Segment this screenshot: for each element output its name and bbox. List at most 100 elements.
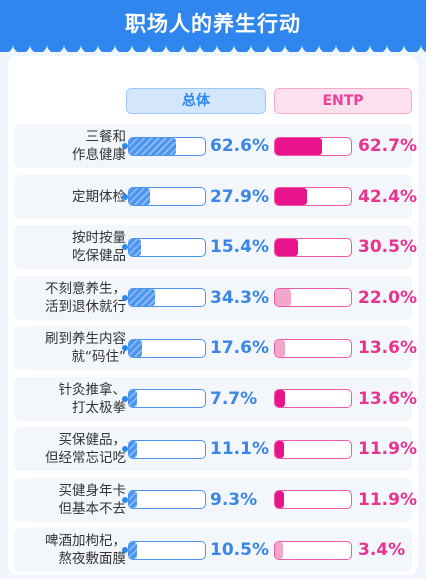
category-label: 按时按量 吃保健品 <box>72 230 126 264</box>
scallop-bump <box>64 36 81 52</box>
scallop-bump <box>30 36 47 52</box>
bar-total-fill <box>129 137 176 155</box>
bar-entp-fill <box>275 491 284 508</box>
scallop-bump <box>268 36 285 52</box>
scallop-bump <box>81 36 98 52</box>
scallop-bump <box>336 36 353 52</box>
scallop-bump <box>217 36 234 52</box>
bar-entp-fill <box>275 440 284 458</box>
scallop-bump <box>0 36 13 52</box>
category-label: 刷到养生内容 就“码住” <box>45 331 126 365</box>
value-label-total: 62.6% <box>210 136 269 156</box>
bar-entp-fill <box>275 137 322 155</box>
bar-entp-fill <box>275 188 307 205</box>
value-label-total: 9.3% <box>210 489 258 510</box>
bar-total-fill <box>129 188 150 205</box>
value-label-entp: 3.4% <box>358 540 406 560</box>
legend-series-entp: ENTP <box>274 88 412 114</box>
scallop-bump <box>302 36 319 52</box>
bar-entp <box>274 288 352 307</box>
bar-marker-dot <box>122 244 128 250</box>
bar-total <box>128 187 206 206</box>
bar-total-fill <box>129 541 137 559</box>
scallop-bump <box>404 36 421 52</box>
bar-entp-fill <box>275 289 292 306</box>
bar-total <box>128 389 206 408</box>
bar-total-fill <box>129 238 141 256</box>
bar-entp-fill <box>275 390 286 407</box>
scallop-bump <box>166 36 183 52</box>
scallop-bump <box>115 36 132 52</box>
value-label-entp: 11.9% <box>358 439 417 459</box>
value-label-total: 10.5% <box>210 540 269 560</box>
category-label: 啤酒加枸杞， 熬夜敷面膜 <box>45 533 126 567</box>
bar-entp <box>274 338 352 358</box>
scallop-bump <box>319 36 336 52</box>
bar-marker-dot <box>122 547 128 553</box>
value-label-entp: 13.6% <box>358 338 417 358</box>
value-label-total: 11.1% <box>210 439 269 459</box>
bar-marker-dot <box>122 496 128 503</box>
bar-total-fill <box>129 339 143 357</box>
value-label-total: 15.4% <box>210 237 269 257</box>
category-label: 定期体检 <box>72 188 126 205</box>
bar-entp <box>274 439 352 459</box>
value-label-total: 34.3% <box>210 287 269 308</box>
scallop-bump <box>47 36 64 52</box>
bar-total-fill <box>129 390 137 407</box>
scallop-bump <box>149 36 166 52</box>
scallop-bump <box>421 36 426 52</box>
bar-entp <box>274 540 352 560</box>
value-label-total: 27.9% <box>210 186 269 207</box>
bar-total <box>128 288 206 307</box>
bar-entp <box>274 187 352 206</box>
value-label-entp: 62.7% <box>358 136 417 156</box>
scallop-bump <box>200 36 217 52</box>
value-label-entp: 22.0% <box>358 287 417 308</box>
bar-total-fill <box>129 289 155 306</box>
scallop-bump <box>183 36 200 52</box>
bar-marker-dot <box>122 395 128 402</box>
category-label: 三餐和 作息健康 <box>72 129 126 163</box>
bar-total <box>128 439 206 459</box>
bar-entp-fill <box>275 339 286 357</box>
bar-entp <box>274 490 352 509</box>
bar-entp-fill <box>275 238 298 256</box>
scallop-bump <box>98 36 115 52</box>
bar-entp-fill <box>275 541 283 559</box>
value-label-entp: 11.9% <box>358 489 417 510</box>
scallop-bump <box>353 36 370 52</box>
bar-marker-dot <box>122 294 128 301</box>
value-label-entp: 13.6% <box>358 388 417 409</box>
scallop-bump <box>285 36 302 52</box>
scallop-bump <box>251 36 268 52</box>
legend-series-total: 总体 <box>126 88 266 114</box>
category-label: 针灸推拿、 打太极拳 <box>58 381 127 416</box>
scallop-bump <box>370 36 387 52</box>
scallop-bump <box>132 36 149 52</box>
bar-total-fill <box>129 440 138 458</box>
bar-marker-dot <box>122 446 128 452</box>
bar-total <box>128 490 206 509</box>
category-label: 买健身年卡 但基本不去 <box>58 482 127 517</box>
scallop-bump <box>387 36 404 52</box>
banner-scallop-edge <box>0 36 426 52</box>
bar-entp <box>274 237 352 257</box>
bar-total <box>128 540 206 560</box>
value-label-entp: 42.4% <box>358 186 417 207</box>
bar-total <box>128 237 206 257</box>
bar-entp <box>274 136 352 156</box>
category-label: 买保健品， 但经常忘记吃 <box>45 432 126 466</box>
bar-marker-dot <box>122 193 128 200</box>
bar-total <box>128 136 206 156</box>
bar-total-fill <box>129 491 137 508</box>
scallop-bump <box>13 36 30 52</box>
value-label-total: 7.7% <box>210 388 258 409</box>
value-label-entp: 30.5% <box>358 237 417 257</box>
bar-marker-dot <box>122 143 128 149</box>
category-label: 不刻意养生， 活到退休就行 <box>45 280 126 315</box>
bar-total <box>128 338 206 358</box>
value-label-total: 17.6% <box>210 338 269 358</box>
bar-entp <box>274 389 352 408</box>
scallop-bump <box>234 36 251 52</box>
